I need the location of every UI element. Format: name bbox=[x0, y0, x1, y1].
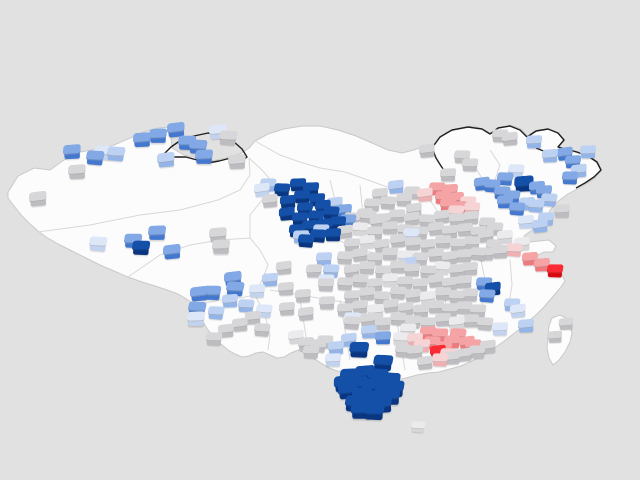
data-marker[interactable] bbox=[558, 317, 574, 331]
data-marker[interactable] bbox=[396, 276, 414, 290]
data-marker[interactable] bbox=[205, 332, 223, 347]
data-marker[interactable] bbox=[517, 318, 535, 334]
data-marker[interactable] bbox=[561, 171, 579, 186]
data-marker[interactable] bbox=[132, 131, 152, 148]
data-marker[interactable] bbox=[315, 252, 333, 266]
data-marker[interactable] bbox=[416, 187, 433, 203]
data-marker[interactable] bbox=[186, 311, 206, 327]
data-marker[interactable] bbox=[434, 235, 452, 249]
data-marker[interactable] bbox=[501, 131, 518, 147]
data-marker[interactable] bbox=[412, 304, 430, 318]
data-marker[interactable] bbox=[491, 244, 509, 260]
data-marker[interactable] bbox=[218, 130, 239, 147]
data-marker[interactable] bbox=[275, 260, 292, 276]
data-marker[interactable] bbox=[468, 345, 486, 359]
data-marker[interactable] bbox=[553, 204, 571, 218]
data-marker[interactable] bbox=[343, 238, 361, 252]
data-marker[interactable] bbox=[227, 153, 247, 170]
data-marker[interactable] bbox=[461, 158, 479, 173]
data-marker[interactable] bbox=[455, 249, 473, 263]
data-marker[interactable] bbox=[324, 353, 342, 367]
data-marker[interactable] bbox=[389, 260, 407, 274]
data-marker[interactable] bbox=[363, 403, 386, 421]
data-marker[interactable] bbox=[324, 228, 342, 242]
data-marker[interactable] bbox=[343, 315, 362, 331]
data-marker[interactable] bbox=[411, 278, 429, 292]
data-marker[interactable] bbox=[85, 150, 106, 167]
data-marker[interactable] bbox=[525, 135, 543, 149]
data-marker[interactable] bbox=[148, 128, 168, 144]
data-marker[interactable] bbox=[28, 190, 48, 208]
data-marker[interactable] bbox=[278, 301, 296, 317]
data-marker[interactable] bbox=[531, 218, 548, 234]
data-marker[interactable] bbox=[291, 212, 309, 226]
data-marker[interactable] bbox=[67, 163, 87, 180]
data-marker[interactable] bbox=[293, 190, 311, 204]
data-marker[interactable] bbox=[541, 148, 559, 164]
data-marker[interactable] bbox=[194, 149, 214, 165]
data-marker[interactable] bbox=[381, 221, 399, 235]
data-marker[interactable] bbox=[478, 288, 497, 304]
data-marker[interactable] bbox=[297, 306, 314, 322]
data-marker[interactable] bbox=[318, 296, 336, 310]
data-marker[interactable] bbox=[350, 402, 372, 421]
data-marker[interactable] bbox=[431, 353, 449, 368]
data-marker[interactable] bbox=[317, 278, 335, 293]
data-marker[interactable] bbox=[547, 330, 563, 344]
data-marker[interactable] bbox=[448, 213, 466, 227]
data-marker[interactable] bbox=[289, 178, 307, 192]
data-marker[interactable] bbox=[381, 273, 399, 287]
data-marker[interactable] bbox=[248, 284, 266, 298]
data-marker[interactable] bbox=[62, 143, 82, 160]
data-marker[interactable] bbox=[305, 264, 323, 278]
data-marker[interactable] bbox=[410, 421, 426, 434]
data-marker[interactable] bbox=[403, 263, 421, 277]
data-marker[interactable] bbox=[579, 145, 597, 159]
data-marker[interactable] bbox=[343, 290, 361, 304]
data-marker[interactable] bbox=[348, 341, 370, 359]
data-marker[interactable] bbox=[434, 287, 452, 301]
data-marker[interactable] bbox=[416, 355, 433, 371]
data-marker[interactable] bbox=[277, 281, 295, 297]
data-marker[interactable] bbox=[261, 193, 278, 209]
data-marker[interactable] bbox=[462, 314, 480, 328]
data-marker[interactable] bbox=[296, 202, 314, 216]
data-marker[interactable] bbox=[388, 209, 406, 223]
data-marker[interactable] bbox=[253, 322, 272, 338]
data-marker[interactable] bbox=[156, 151, 176, 169]
data-marker[interactable] bbox=[546, 264, 564, 279]
data-marker[interactable] bbox=[302, 345, 320, 360]
data-marker[interactable] bbox=[297, 233, 316, 249]
data-marker[interactable] bbox=[131, 240, 151, 256]
data-marker[interactable] bbox=[496, 195, 514, 209]
data-marker[interactable] bbox=[211, 239, 231, 255]
data-marker[interactable] bbox=[418, 143, 435, 159]
data-marker[interactable] bbox=[419, 326, 437, 340]
data-marker[interactable] bbox=[302, 182, 320, 196]
data-marker[interactable] bbox=[207, 305, 226, 321]
data-marker[interactable] bbox=[88, 236, 109, 253]
data-marker[interactable] bbox=[491, 322, 509, 336]
data-marker[interactable] bbox=[374, 317, 392, 331]
data-marker[interactable] bbox=[427, 300, 445, 314]
data-marker[interactable] bbox=[477, 247, 495, 261]
data-marker[interactable] bbox=[147, 225, 167, 241]
data-marker[interactable] bbox=[294, 288, 312, 304]
data-marker[interactable] bbox=[509, 303, 526, 319]
data-marker[interactable] bbox=[106, 146, 127, 163]
data-marker[interactable] bbox=[439, 168, 457, 182]
data-marker[interactable] bbox=[162, 243, 182, 261]
data-marker[interactable] bbox=[374, 331, 392, 345]
